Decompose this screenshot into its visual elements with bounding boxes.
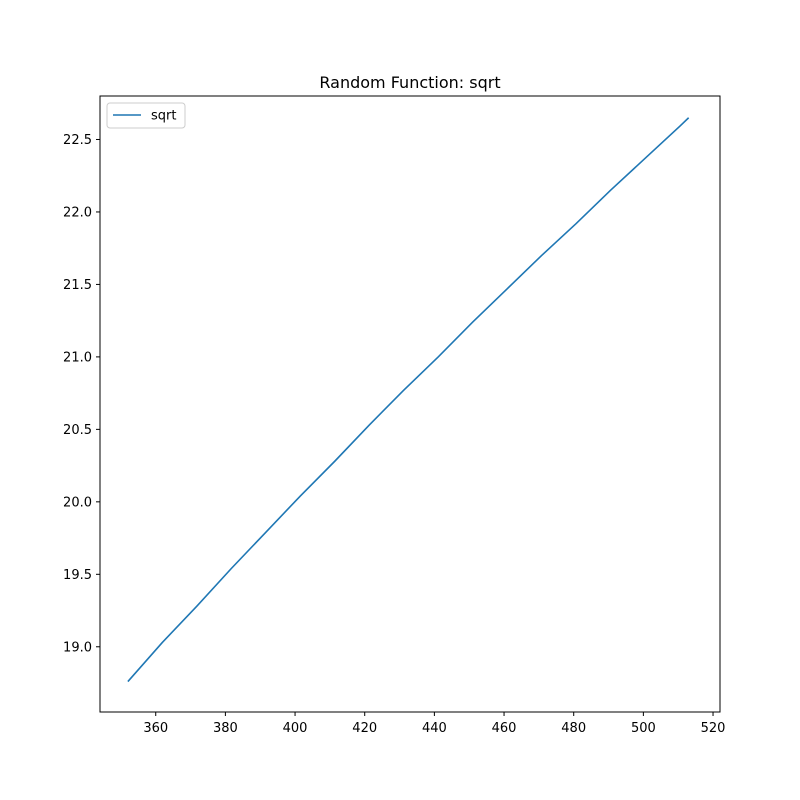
- x-tick-label: 440: [422, 721, 447, 736]
- chart-title: Random Function: sqrt: [319, 73, 500, 92]
- legend: sqrt: [106, 102, 186, 129]
- x-tick-label: 360: [143, 721, 168, 736]
- x-tick-label: 400: [283, 721, 308, 736]
- legend-box: [106, 102, 186, 129]
- x-tick-label: 480: [561, 721, 586, 736]
- y-tick-label: 19.5: [63, 568, 92, 583]
- legend-label-sqrt: sqrt: [151, 109, 176, 124]
- series-line-sqrt: [127, 117, 690, 683]
- x-tick-label: 460: [492, 721, 517, 736]
- y-tick-label: 21.0: [63, 350, 92, 365]
- x-tick-label: 380: [213, 721, 238, 736]
- y-tick-label: 22.0: [63, 205, 92, 220]
- x-tick-label: 420: [352, 721, 377, 736]
- y-tick-label: 22.5: [63, 133, 92, 148]
- y-tick-label: 21.5: [63, 278, 92, 293]
- plot-area: 360 380 400 420 440 460 480 500 520 19.0 19.5 20.0 2…: [63, 95, 726, 736]
- y-tick-label: 20.0: [63, 495, 92, 510]
- x-tick-label: 500: [631, 721, 656, 736]
- x-tick-label: 520: [701, 721, 726, 736]
- axes-frame: [99, 95, 721, 713]
- y-tick-label: 20.5: [63, 423, 92, 438]
- y-tick-label: 19.0: [63, 640, 92, 655]
